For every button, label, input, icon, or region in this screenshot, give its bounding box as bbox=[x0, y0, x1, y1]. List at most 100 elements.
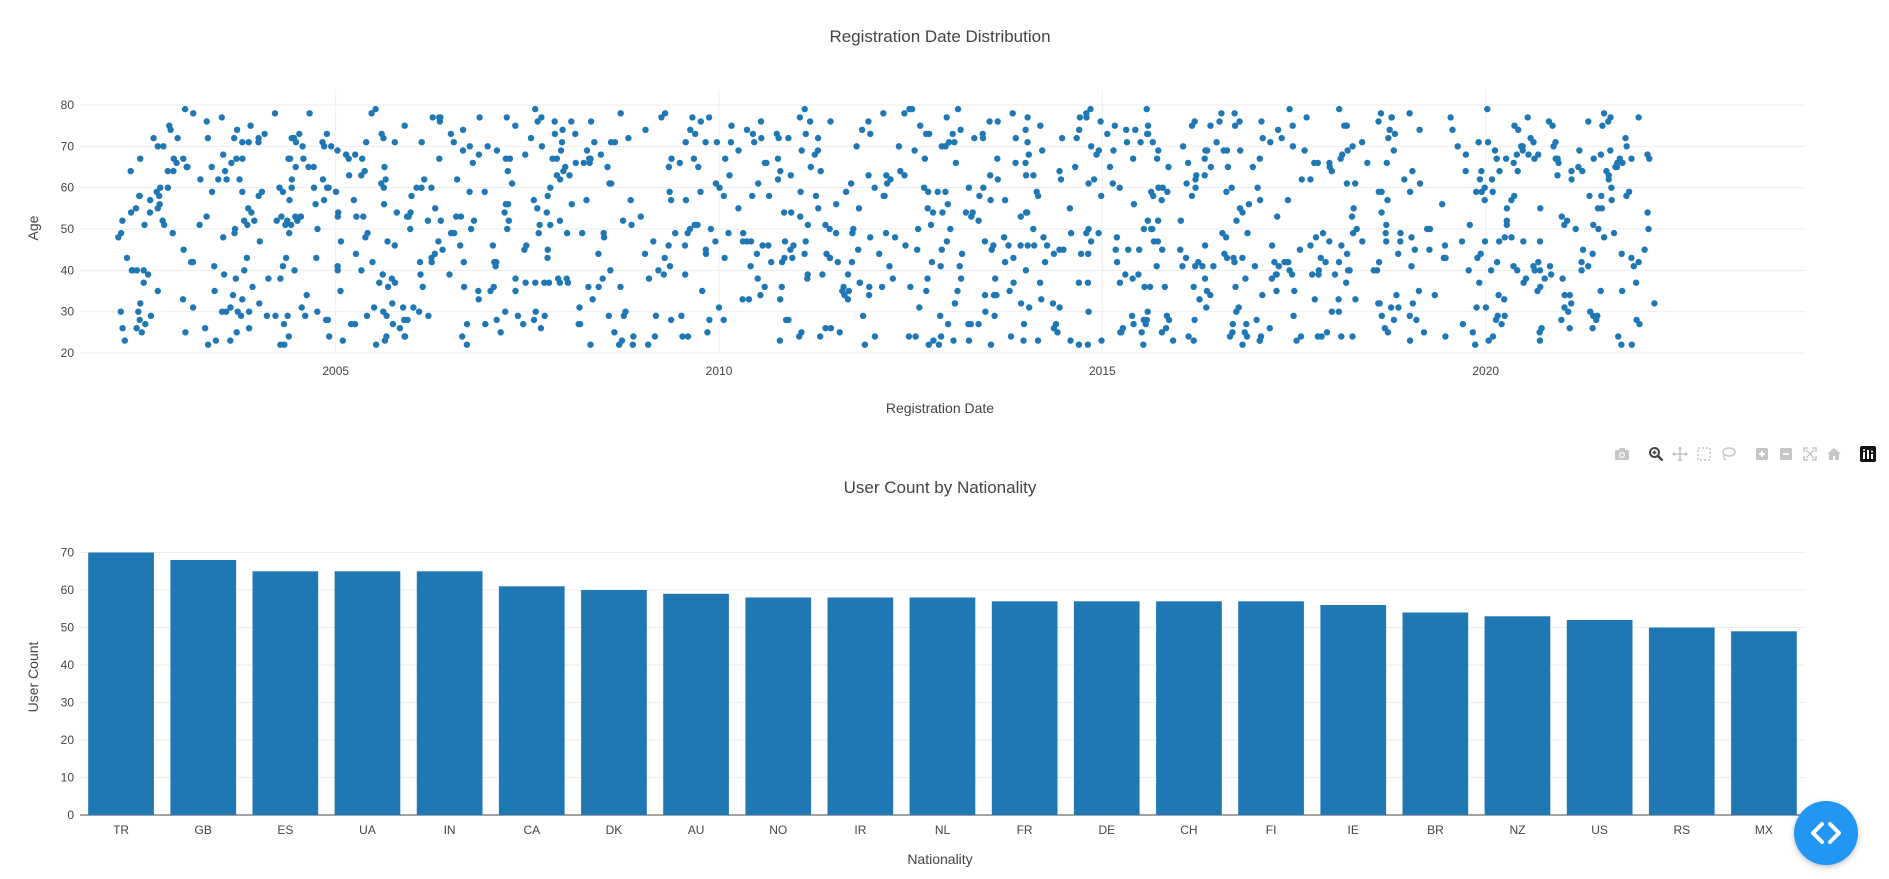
scatter-point bbox=[232, 275, 239, 282]
scatter-point bbox=[1476, 176, 1484, 183]
scatter-point bbox=[939, 209, 946, 216]
scatter-point bbox=[1137, 139, 1144, 146]
scatter-point bbox=[248, 209, 255, 216]
scatter-point bbox=[1140, 225, 1148, 233]
scatter-point bbox=[1116, 279, 1124, 286]
scatter-point bbox=[876, 250, 883, 257]
scatter-point bbox=[1109, 180, 1117, 187]
scatter-point bbox=[372, 341, 380, 348]
scatter-y-tick-label: 70 bbox=[61, 139, 75, 153]
scatter-point bbox=[360, 213, 367, 220]
scatter-point bbox=[514, 312, 522, 319]
bar-category-label: IR bbox=[854, 823, 866, 837]
bar-y-tick-label: 40 bbox=[61, 658, 75, 672]
scatter-point bbox=[706, 316, 713, 324]
scatter-point bbox=[1026, 304, 1033, 311]
scatter-point bbox=[144, 271, 152, 278]
scatter-point bbox=[789, 254, 796, 262]
scatter-point bbox=[1575, 163, 1582, 171]
scatter-point bbox=[1245, 201, 1253, 208]
scatter-point bbox=[140, 267, 147, 274]
scatter-point bbox=[261, 130, 268, 138]
scatter-point bbox=[556, 279, 564, 286]
scatter-point bbox=[475, 296, 482, 303]
scatter-point bbox=[865, 118, 872, 125]
autoscale-icon[interactable] bbox=[1799, 444, 1821, 464]
scatter-point bbox=[1635, 258, 1642, 266]
scatter-point bbox=[1025, 151, 1033, 158]
scatter-point bbox=[949, 130, 956, 138]
scatter-point bbox=[1231, 122, 1239, 129]
scatter-point bbox=[1312, 234, 1320, 241]
scatter-point bbox=[350, 196, 357, 204]
scatter-point bbox=[169, 229, 176, 237]
scatter-point bbox=[352, 151, 359, 158]
zoom-icon[interactable] bbox=[1645, 444, 1667, 464]
scatter-point bbox=[410, 304, 417, 311]
plotly-logo-icon[interactable] bbox=[1857, 444, 1879, 464]
scatter-point bbox=[1546, 263, 1554, 270]
lasso-icon[interactable] bbox=[1717, 444, 1739, 464]
scatter-point bbox=[1645, 225, 1652, 233]
scatter-point bbox=[457, 242, 464, 249]
reset-axes-icon[interactable] bbox=[1823, 444, 1845, 464]
scatter-point bbox=[1599, 122, 1606, 129]
bar-y-tick-label: 70 bbox=[61, 546, 75, 560]
scatter-point bbox=[720, 192, 727, 200]
scatter-point bbox=[822, 221, 829, 229]
scatter-point bbox=[1520, 238, 1527, 245]
scatter-point bbox=[1218, 110, 1225, 117]
scatter-point bbox=[605, 312, 612, 319]
box-select-icon[interactable] bbox=[1693, 444, 1715, 464]
scatter-point bbox=[537, 325, 545, 332]
scatter-point bbox=[538, 114, 545, 121]
scatter-point bbox=[1213, 139, 1220, 146]
scatter-title: Registration Date Distribution bbox=[829, 27, 1050, 46]
scatter-point bbox=[1397, 238, 1404, 245]
scatter-point bbox=[1022, 267, 1030, 274]
scatter-point bbox=[1038, 296, 1045, 303]
scatter-point bbox=[279, 263, 287, 270]
scatter-point bbox=[320, 196, 328, 204]
scatter-point bbox=[310, 163, 317, 171]
scatter-point bbox=[618, 337, 626, 344]
scatter-point bbox=[1387, 304, 1395, 311]
scatter-point bbox=[1010, 279, 1017, 286]
scatter-point bbox=[889, 275, 896, 282]
scatter-point bbox=[1085, 308, 1092, 315]
zoom-out-icon[interactable] bbox=[1775, 444, 1797, 464]
scatter-point bbox=[853, 143, 860, 150]
scatter-point bbox=[1275, 263, 1283, 270]
scatter-point bbox=[1578, 258, 1585, 266]
pan-icon[interactable] bbox=[1669, 444, 1691, 464]
scatter-point bbox=[292, 163, 299, 171]
scatter-y-tick-label: 60 bbox=[61, 181, 75, 195]
scatter-point bbox=[1514, 267, 1521, 274]
scatter-point bbox=[1578, 267, 1585, 274]
scatter-point bbox=[424, 217, 432, 224]
camera-icon[interactable] bbox=[1611, 444, 1633, 464]
code-toggle-button[interactable] bbox=[1794, 801, 1858, 865]
scatter-point bbox=[641, 250, 649, 257]
scatter-point bbox=[504, 167, 511, 175]
scatter-point bbox=[1352, 180, 1359, 187]
scatter-point bbox=[1221, 250, 1228, 257]
zoom-in-icon[interactable] bbox=[1751, 444, 1773, 464]
scatter-point bbox=[1185, 333, 1192, 340]
scatter-point bbox=[1012, 159, 1019, 167]
scatter-point bbox=[117, 308, 125, 315]
scatter-point bbox=[1076, 126, 1083, 133]
scatter-point bbox=[1066, 205, 1074, 212]
scatter-point bbox=[585, 283, 592, 291]
scatter-point bbox=[1384, 196, 1391, 204]
scatter-point bbox=[802, 238, 809, 245]
scatter-point bbox=[1630, 263, 1638, 270]
scatter-point bbox=[1390, 147, 1398, 154]
scatter-point bbox=[757, 118, 765, 125]
scatter-point bbox=[765, 192, 773, 200]
scatter-point bbox=[604, 163, 611, 171]
scatter-point bbox=[568, 201, 575, 208]
scatter-point bbox=[345, 172, 353, 179]
scatter-point bbox=[436, 118, 444, 125]
scatter-point bbox=[749, 130, 757, 138]
